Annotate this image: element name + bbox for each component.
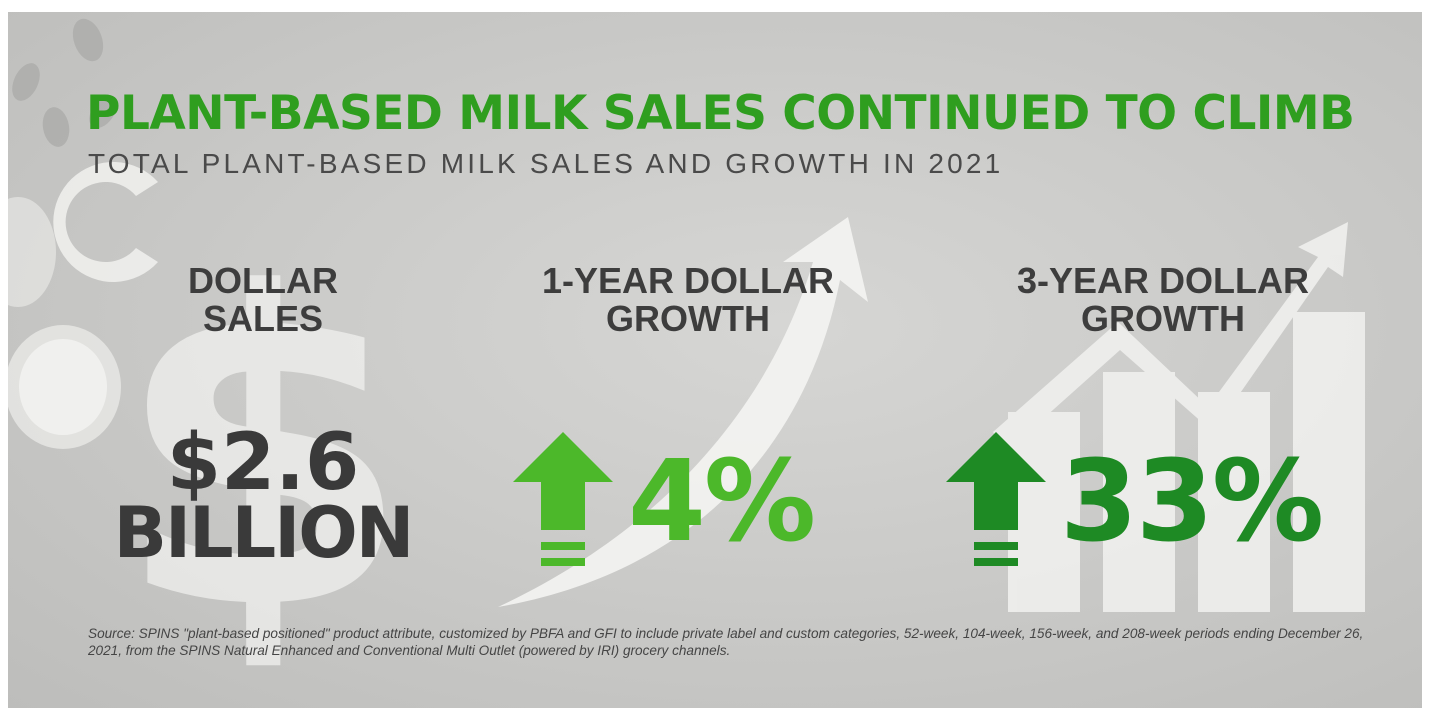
infographic: $ PLANT-BASED MILK SALES CONTINUED TO CL… — [8, 12, 1422, 708]
milk-glass-decoration — [8, 197, 121, 449]
page-title: PLANT-BASED MILK SALES CONTINUED TO CLIM… — [86, 86, 1355, 141]
source-note: Source: SPINS "plant-based positioned" p… — [88, 626, 1364, 658]
stat-value-dollar-sales: $2.6 BILLION — [113, 418, 415, 574]
coconut-decoration — [53, 162, 158, 282]
bar-chart-icon — [993, 222, 1365, 612]
background-art: $ — [8, 18, 1365, 704]
almonds-decoration — [12, 18, 117, 147]
stat-label-3-year-growth: 3-YEAR DOLLAR GROWTH — [1016, 260, 1309, 339]
stat-value-3-year-growth: 33% — [1060, 437, 1324, 567]
stat-label-dollar-sales: DOLLAR SALES — [188, 260, 338, 339]
dollar-sign-icon: $ — [113, 204, 412, 704]
up-arrow-icon — [513, 432, 613, 566]
page-subtitle: TOTAL PLANT-BASED MILK SALES AND GROWTH … — [88, 148, 1004, 179]
stat-value-1-year-growth: 4% — [628, 437, 816, 567]
trend-arrow-icon — [498, 217, 868, 607]
stat-label-1-year-growth: 1-YEAR DOLLAR GROWTH — [541, 260, 834, 339]
up-arrow-icon — [946, 432, 1046, 566]
